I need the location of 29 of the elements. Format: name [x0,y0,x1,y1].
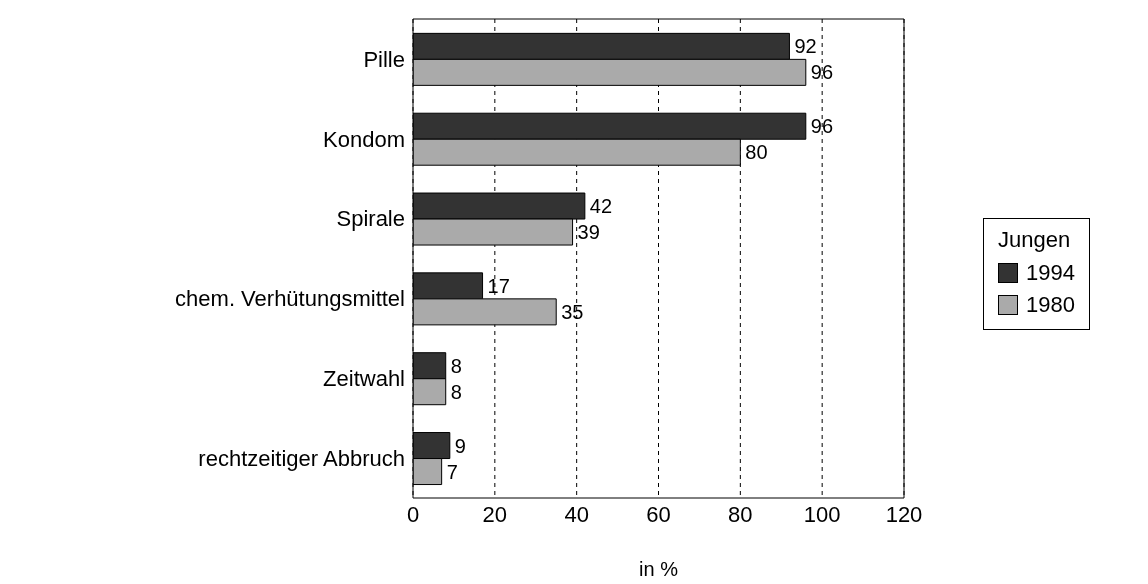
data-label: 42 [589,195,613,218]
data-label: 96 [810,115,834,138]
x-tick-label: 100 [803,501,841,527]
x-tick-label: 80 [728,501,753,527]
data-label: 9 [454,434,466,457]
x-tick-label: 0 [406,501,420,527]
y-tick-label: Pille [363,46,405,72]
data-label: 8 [450,380,462,403]
y-tick-label: chem. Verhütungsmittel [175,286,405,312]
legend-label: 1980 [1026,291,1075,319]
data-label: 96 [810,61,834,84]
data-label: 39 [577,221,600,244]
data-label: 35 [561,300,584,323]
x-tick-label: 20 [482,501,508,527]
data-label: 7 [446,460,458,483]
x-tick-label: 60 [646,501,671,527]
data-label: 80 [745,141,768,164]
y-tick-label: Spirale [336,206,405,232]
y-tick-label: Kondom [323,126,405,152]
legend-label: 1994 [1026,259,1075,287]
data-label: 8 [450,354,462,377]
x-tick-label: 120 [885,501,923,527]
y-tick-label: rechtzeitiger Abbruch [198,445,405,471]
data-label: 92 [794,35,817,58]
data-label: 17 [487,274,510,297]
x-tick-label: 40 [564,501,589,527]
x-axis-title: in % [639,558,679,580]
legend-title: Jungen [998,227,1072,253]
y-tick-label: Zeitwahl [323,366,405,392]
